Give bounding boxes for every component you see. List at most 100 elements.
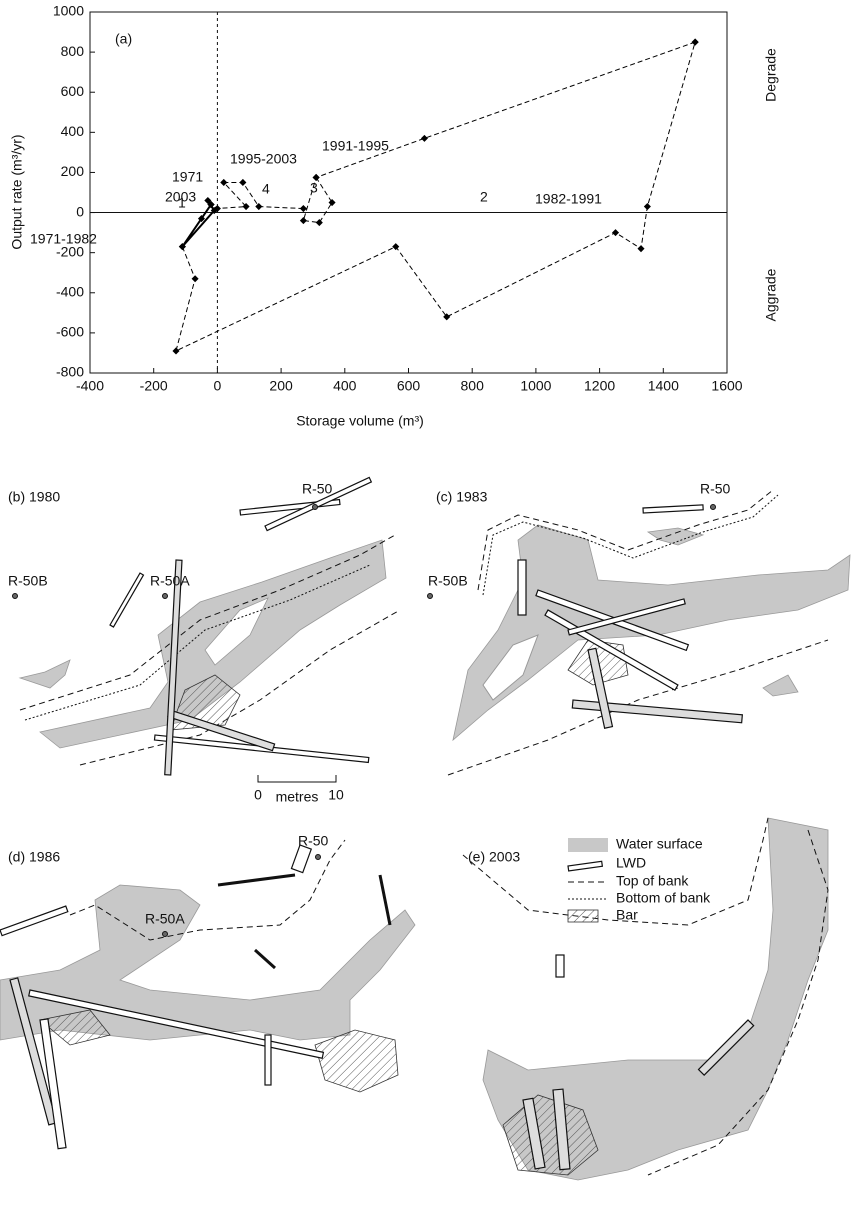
lwd (265, 1035, 271, 1085)
series-label: 1995-2003 (230, 151, 297, 167)
point (692, 39, 699, 46)
x-tick-label: 1600 (711, 378, 742, 394)
site-label: R-50B (8, 573, 48, 589)
point (637, 245, 644, 252)
x-tick-label: 1400 (648, 378, 679, 394)
water-surface (763, 675, 798, 696)
legend-label: Top of bank (616, 873, 689, 889)
map-b: (b) 1980 R-50 R-50B R-50A 0 metres 10 (8, 477, 400, 804)
annotation: Degrade (763, 48, 779, 102)
y-axis-label: Output rate (m³/yr) (9, 134, 25, 249)
panel-label: (e) 2003 (468, 849, 520, 865)
lwd (572, 700, 742, 723)
site-label: R-50A (150, 573, 190, 589)
x-tick-label: 1200 (584, 378, 615, 394)
site-label: R-50 (298, 833, 329, 849)
series-line (303, 42, 695, 223)
x-tick-label: 600 (397, 378, 421, 394)
point (192, 275, 199, 282)
site (428, 594, 433, 599)
legend-label: Water surface (616, 836, 703, 852)
annotation: 1971 (172, 169, 203, 185)
x-tick-label: 0 (214, 378, 222, 394)
lwd (255, 950, 275, 968)
lwd (0, 906, 68, 936)
water-surface (648, 528, 703, 545)
site (316, 855, 321, 860)
point (612, 229, 619, 236)
site (163, 932, 168, 937)
y-tick-label: -400 (56, 283, 84, 299)
x-tick-label: -200 (140, 378, 168, 394)
panel-label: (b) 1980 (8, 489, 60, 505)
point (300, 217, 307, 224)
legend-swatch (568, 838, 608, 852)
series-label: 1971-1982 (30, 231, 97, 247)
point (172, 347, 179, 354)
y-tick-label: 200 (61, 163, 85, 179)
site (711, 505, 716, 510)
site-label: R-50A (145, 911, 185, 927)
map-e: (e) 2003 Water surface LWD Top of bank B… (463, 818, 828, 1180)
site-label: R-50 (302, 481, 333, 497)
legend-label: Bar (616, 907, 638, 923)
series-line (176, 42, 695, 351)
site (313, 505, 318, 510)
point (255, 203, 262, 210)
lwd (380, 875, 390, 925)
annotation: 2003 (165, 189, 196, 205)
series-label: 1982-1991 (535, 191, 602, 207)
point (239, 179, 246, 186)
x-tick-label: 200 (269, 378, 293, 394)
lwd (518, 560, 526, 615)
water-surface (20, 660, 70, 688)
lwd (556, 955, 564, 977)
map-d: (d) 1986 R-50 R-50A (0, 833, 415, 1149)
legend-swatch (568, 861, 602, 871)
point (300, 205, 307, 212)
annotation: 4 (262, 181, 270, 197)
x-tick-label: 1000 (520, 378, 551, 394)
legend-swatch (568, 910, 598, 922)
point (392, 243, 399, 250)
figure: Storage volume (m³) Output rate (m³/yr) … (0, 0, 852, 1205)
y-tick-label: 1000 (53, 3, 84, 19)
point (443, 313, 450, 320)
x-tick-label: -400 (76, 378, 104, 394)
scale-bar (258, 775, 336, 782)
y-tick-label: 400 (61, 123, 85, 139)
legend-label: Bottom of bank (616, 890, 711, 906)
scale-end: 10 (328, 787, 344, 803)
series-label: 1991-1995 (322, 138, 389, 154)
x-tick-label: 800 (461, 378, 485, 394)
point (316, 219, 323, 226)
x-axis-label: Storage volume (m³) (296, 413, 424, 429)
lwd (291, 845, 311, 873)
site-label: R-50B (428, 573, 468, 589)
map-c: (c) 1983 R-50 R-50B (428, 481, 851, 775)
lwd (218, 875, 295, 885)
y-tick-label: -600 (56, 324, 84, 340)
point (644, 203, 651, 210)
y-tick-label: 600 (61, 83, 85, 99)
bar (315, 1030, 398, 1092)
site (163, 594, 168, 599)
panel-label: (c) 1983 (436, 489, 488, 505)
annotation: (a) (115, 31, 132, 47)
scale-unit: metres (276, 789, 319, 805)
y-tick-label: 0 (76, 203, 84, 219)
annotation: Aggrade (763, 268, 779, 321)
point (329, 199, 336, 206)
x-tick-label: 400 (333, 378, 357, 394)
site (13, 594, 18, 599)
series-line (182, 201, 214, 247)
site-label: R-50 (700, 481, 731, 497)
lwd (154, 735, 368, 762)
y-tick-label: 800 (61, 43, 85, 59)
panel-label: (d) 1986 (8, 849, 60, 865)
lwd (110, 573, 143, 627)
legend-label: LWD (616, 855, 646, 871)
scale-start: 0 (254, 787, 262, 803)
annotation: 3 (310, 180, 318, 196)
point (421, 135, 428, 142)
